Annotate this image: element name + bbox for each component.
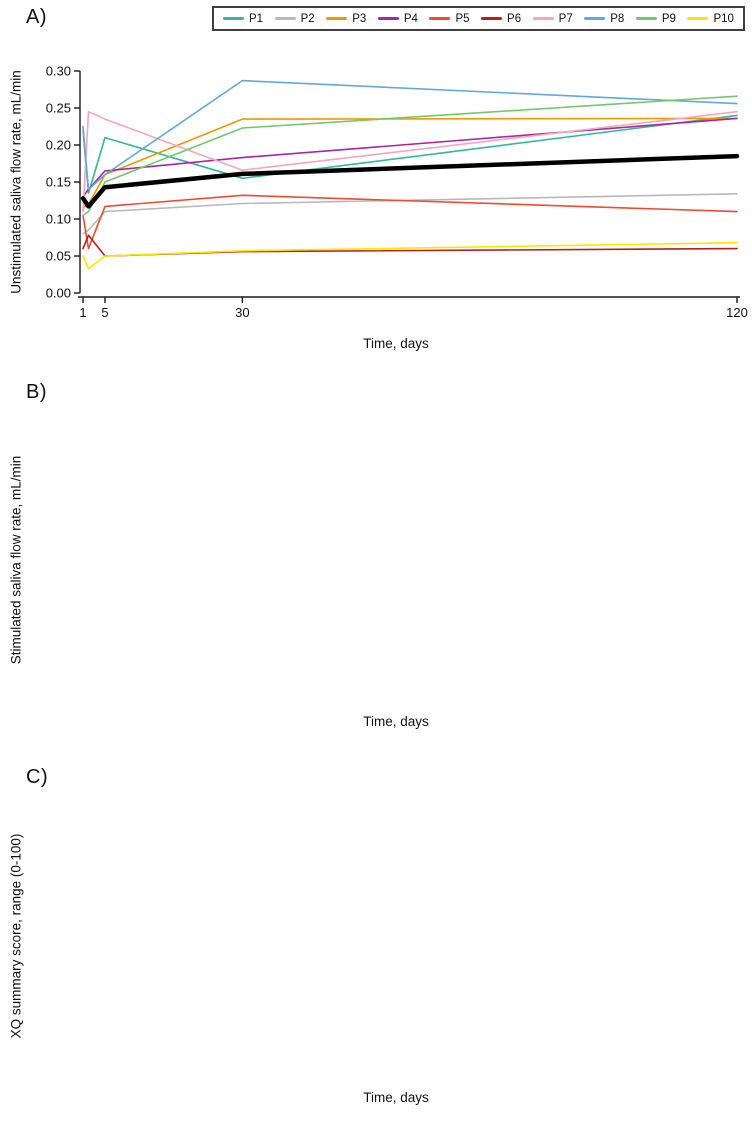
legend-line-swatch xyxy=(532,17,554,20)
chart-c-canvas: 020406080100030120 xyxy=(0,760,752,1122)
legend-item-p3: P3 xyxy=(326,13,366,25)
series-line-p7 xyxy=(82,110,738,213)
legend-line-swatch xyxy=(584,17,606,20)
x-tick-label: 30 xyxy=(235,305,249,320)
legend-label: P5 xyxy=(455,12,470,25)
legend-item-p8: P8 xyxy=(584,13,624,25)
panel-b-x-axis-title: Time, days xyxy=(363,714,429,729)
panel-b-label: B) xyxy=(26,381,47,403)
y-tick-label: 0.25 xyxy=(46,101,71,116)
legend-item-p5: P5 xyxy=(429,12,470,25)
legend-item-p1: P1 xyxy=(223,13,263,25)
x-tick-label: 5 xyxy=(101,305,108,320)
y-tick-label: 0.30 xyxy=(46,64,71,79)
y-tick-label: 0.20 xyxy=(46,138,71,153)
legend-line-swatch xyxy=(326,17,348,20)
x-tick-label: 1 xyxy=(79,305,86,320)
series-line-p5 xyxy=(82,194,738,250)
legend-line-swatch xyxy=(429,17,451,20)
legend-line-swatch xyxy=(274,17,296,20)
legend-line-swatch xyxy=(481,17,503,20)
legend-item-p4: P4 xyxy=(377,12,418,25)
y-tick-label: 0.15 xyxy=(46,175,71,190)
legend-label: P7 xyxy=(558,12,573,25)
legend-label: P6 xyxy=(507,12,522,25)
series-line-p8 xyxy=(82,79,738,191)
legend-label: P10 xyxy=(713,12,734,25)
legend-label: P1 xyxy=(249,12,264,25)
legend-label: P9 xyxy=(661,12,676,25)
series-line-p10 xyxy=(82,241,738,270)
series-line-p4 xyxy=(82,117,738,198)
legend-label: P4 xyxy=(403,12,418,25)
legend-item-p7: P7 xyxy=(532,12,573,25)
legend-item-p6: P6 xyxy=(481,13,521,25)
legend-item-p2: P2 xyxy=(274,12,315,25)
y-tick-label: 0.05 xyxy=(46,249,71,264)
x-tick-label: 120 xyxy=(726,305,748,320)
panel-a-x-axis-title: Time, days xyxy=(363,336,429,351)
legend-line-swatch xyxy=(687,17,709,20)
legend-line-swatch xyxy=(635,17,657,20)
legend-item-p10: P10 xyxy=(687,12,734,25)
series-line-mean xyxy=(80,153,740,209)
y-tick-label: 0.10 xyxy=(46,212,71,227)
chart-a-canvas: 0.00 0.05 0.10 0.15 0.20 0.25 0.30 1 5 30 120 xyxy=(46,64,748,321)
panel-c-label: C) xyxy=(26,766,49,788)
legend-label: P3 xyxy=(352,12,367,25)
legend-label: P2 xyxy=(300,12,315,25)
legend-line-swatch xyxy=(377,17,399,20)
legend-item-p9: P9 xyxy=(635,12,676,25)
legend-label: P8 xyxy=(610,12,625,25)
legend-line-swatch xyxy=(223,17,244,20)
series-line-p9 xyxy=(82,95,738,217)
panel-a-label: A) xyxy=(26,6,47,28)
legend-box: P1 P2 P3 P4 P5 P6 P7 P8 P9 P10 xyxy=(212,6,745,31)
panel-c-x-axis-title: Time, days xyxy=(363,1090,429,1105)
y-tick-label: 0.00 xyxy=(46,286,71,301)
